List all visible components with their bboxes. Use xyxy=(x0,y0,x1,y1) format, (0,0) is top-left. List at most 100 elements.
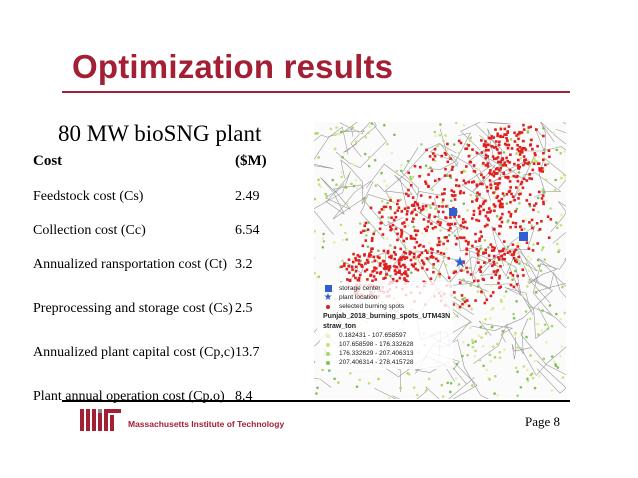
selected-burning-spot xyxy=(531,147,534,151)
selected-burning-spot xyxy=(403,263,406,267)
burning-spot xyxy=(359,131,362,135)
burning-spot xyxy=(514,269,517,273)
selected-burning-spot xyxy=(462,191,465,195)
burning-spot xyxy=(541,246,545,249)
selected-burning-spot xyxy=(354,269,358,273)
selected-burning-spot xyxy=(455,178,458,182)
selected-burning-spot xyxy=(475,247,479,251)
selected-burning-spot xyxy=(514,222,518,225)
selected-burning-spot xyxy=(438,240,441,243)
selected-burning-spot xyxy=(425,148,428,152)
selected-burning-spot xyxy=(469,273,473,276)
burning-spot xyxy=(519,157,522,160)
selected-burning-spot xyxy=(371,236,374,240)
burning-spot xyxy=(386,201,389,205)
selected-burning-spot xyxy=(467,304,471,308)
burning-spot xyxy=(498,350,501,354)
burning-spot xyxy=(498,356,502,359)
burning-spot xyxy=(463,170,467,173)
map-road xyxy=(472,150,529,192)
selected-burning-spot xyxy=(411,237,414,240)
burning-spot xyxy=(373,158,377,162)
selected-burning-spot xyxy=(389,199,392,202)
selected-burning-spot xyxy=(520,228,524,231)
burning-spot xyxy=(409,175,412,179)
burning-spot xyxy=(383,123,386,127)
selected-burning-spot xyxy=(430,255,434,258)
selected-burning-spot xyxy=(355,265,358,269)
selected-burning-spot xyxy=(471,244,474,248)
selected-burning-spot xyxy=(357,276,361,280)
selected-burning-spot xyxy=(352,260,355,264)
selected-burning-spot xyxy=(357,259,361,262)
selected-burning-spot xyxy=(404,251,407,255)
burning-spot xyxy=(454,377,458,380)
selected-burning-spot xyxy=(547,236,551,239)
burning-spot xyxy=(314,230,316,233)
burning-spot xyxy=(340,171,343,174)
selected-burning-spot xyxy=(374,267,378,270)
selected-burning-spot xyxy=(522,128,526,131)
selected-burning-spot xyxy=(510,192,513,196)
selected-burning-spot xyxy=(521,147,525,150)
selected-burning-spot xyxy=(413,237,417,241)
legend-field-name: straw_ton xyxy=(323,322,357,330)
burning-spot xyxy=(333,147,337,151)
burning-spot xyxy=(528,204,532,208)
selected-burning-spot xyxy=(347,265,351,268)
burning-spot xyxy=(506,276,510,279)
selected-burning-spot xyxy=(503,133,506,136)
row-label: Collection cost (Cc) xyxy=(33,223,146,238)
burning-spot xyxy=(314,197,317,201)
burning-spot xyxy=(407,224,410,227)
table-row: Preprocessing and storage cost (Cs) 2.5 xyxy=(33,300,267,344)
burning-spot xyxy=(439,123,442,126)
selected-burning-spot xyxy=(511,195,515,198)
selected-burning-spot xyxy=(517,137,520,141)
selected-burning-spot xyxy=(514,259,517,263)
selected-burning-spot xyxy=(442,252,446,256)
selected-burning-spot xyxy=(496,148,499,151)
burning-spot xyxy=(453,234,457,238)
selected-burning-spot xyxy=(549,218,553,221)
burning-spot xyxy=(488,378,491,381)
burning-spot xyxy=(462,278,465,281)
selected-burning-spot xyxy=(505,143,508,147)
selected-burning-spot xyxy=(397,206,401,209)
burning-spot xyxy=(476,285,480,288)
selected-burning-spot xyxy=(478,210,482,213)
selected-burning-spot xyxy=(486,165,490,168)
selected-burning-spot xyxy=(385,265,389,269)
selected-burning-spot xyxy=(530,218,534,222)
selected-burning-spot xyxy=(383,267,386,270)
selected-burning-spot xyxy=(489,294,493,298)
selected-burning-spot xyxy=(461,221,465,224)
burning-spot xyxy=(515,207,519,211)
selected-burning-spot xyxy=(422,218,426,221)
burning-spot xyxy=(457,229,461,233)
selected-burning-spot xyxy=(497,281,500,285)
selected-burning-spot xyxy=(404,270,407,273)
selected-burning-spot xyxy=(465,226,469,230)
selected-burning-spot xyxy=(453,222,457,226)
map-road xyxy=(314,128,354,142)
selected-burning-spot xyxy=(402,271,406,275)
selected-burning-spot xyxy=(497,258,501,261)
burning-spot xyxy=(537,264,541,268)
burning-spot xyxy=(434,207,437,210)
burning-spot xyxy=(383,179,386,183)
burning-spot xyxy=(351,162,355,166)
map-road xyxy=(516,146,566,152)
burning-spot xyxy=(552,131,556,134)
selected-burning-spot xyxy=(493,157,496,161)
selected-burning-spot xyxy=(378,256,381,260)
selected-burning-spot xyxy=(399,265,403,268)
selected-burning-spot xyxy=(396,202,399,206)
burning-spot xyxy=(504,290,508,293)
burning-spot xyxy=(490,325,494,329)
selected-burning-spot xyxy=(499,285,502,289)
selected-burning-spot xyxy=(418,253,422,257)
map-road xyxy=(445,256,500,292)
selected-burning-spot xyxy=(522,219,525,223)
selected-burning-spot xyxy=(399,247,402,251)
